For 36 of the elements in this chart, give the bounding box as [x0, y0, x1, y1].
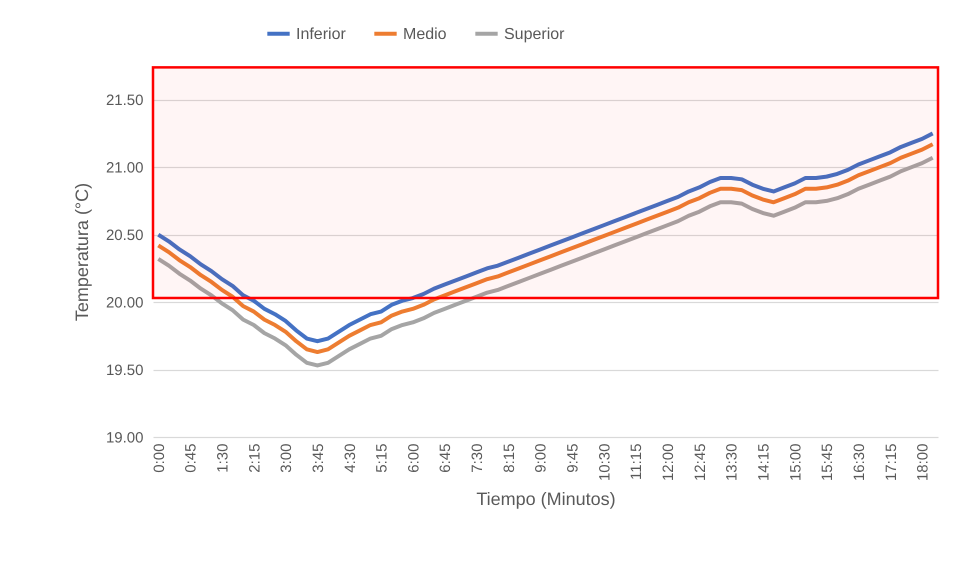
legend-label: Inferior [296, 26, 346, 43]
y-tick-label: 21.00 [106, 160, 144, 177]
x-tick-label: 17:15 [882, 444, 900, 482]
x-tick-label: 15:45 [819, 444, 836, 482]
x-tick-label: 12:45 [692, 444, 709, 482]
x-tick-label: 3:45 [310, 444, 327, 473]
y-tick-label: 19.50 [106, 362, 144, 380]
x-tick-label: 18:00 [914, 444, 932, 482]
x-tick-label: 2:15 [246, 444, 264, 473]
x-axis-title: Tiempo (Minutos) [476, 489, 616, 510]
x-tick-label: 9:00 [532, 444, 550, 473]
x-tick-label: 7:30 [469, 444, 486, 473]
x-tick-label: 15:00 [787, 444, 804, 482]
x-tick-label: 12:00 [660, 444, 677, 482]
y-tick-label: 20.00 [106, 294, 144, 312]
legend-label: Medio [403, 26, 447, 43]
x-tick-label: 8:15 [500, 444, 518, 473]
x-tick-label: 11:15 [628, 444, 646, 480]
x-tick-label: 6:45 [437, 444, 454, 473]
x-tick-label: 13:30 [724, 444, 741, 482]
x-tick-label: 6:00 [405, 444, 422, 473]
x-tick-label: 14:15 [755, 444, 772, 482]
x-tick-label: 0:00 [150, 444, 168, 473]
x-tick-label: 1:30 [214, 444, 232, 473]
y-tick-label: 20.50 [106, 227, 144, 244]
y-axis-title: Temperatura (°C) [72, 182, 92, 322]
x-tick-label: 0:45 [182, 444, 200, 473]
x-tick-label: 4:30 [342, 444, 359, 473]
x-tick-label: 3:00 [278, 444, 296, 473]
x-tick-label: 10:30 [596, 444, 614, 482]
y-tick-label: 21.50 [106, 92, 144, 110]
x-tick-label: 5:15 [374, 444, 391, 473]
legend-label: Superior [504, 26, 566, 43]
x-tick-label: 16:30 [850, 444, 868, 482]
x-tick-label: 9:45 [564, 444, 582, 473]
y-tick-label: 19.00 [106, 430, 144, 446]
